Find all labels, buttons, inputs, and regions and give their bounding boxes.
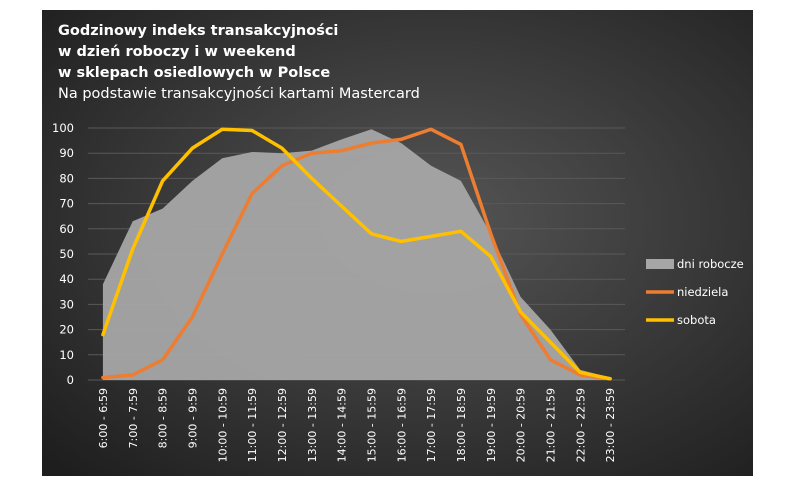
series-line-niedziela	[101, 127, 612, 381]
x-tick-label: 14:00 - 14:59	[336, 388, 349, 462]
chart-title-line-2: w dzień roboczy i w weekend	[58, 44, 296, 60]
x-tick-label: 7:00 - 7:59	[127, 388, 140, 448]
series-line-layer	[101, 127, 612, 381]
y-tick-label: 0	[67, 373, 74, 387]
x-tick-label: 13:00 - 13:59	[306, 388, 319, 462]
chart-title-line-3: w sklepach osiedlowych w Polsce	[58, 65, 330, 81]
x-tick-label: 12:00 - 12:59	[276, 388, 289, 462]
y-tick-label: 50	[59, 247, 74, 261]
y-tick-label: 80	[59, 171, 74, 185]
x-tick-label: 20:00 - 20:59	[515, 388, 528, 462]
chart-title-line-1: Godzinowy indeks transakcyjności	[58, 23, 338, 39]
y-tick-label: 20	[59, 323, 74, 337]
x-tick-label: 6:00 - 6:59	[97, 388, 110, 448]
y-tick-label: 40	[59, 272, 74, 286]
x-tick-label: 18:00 - 18:59	[455, 388, 468, 462]
x-tick-label: 15:00 - 15:59	[365, 388, 378, 462]
y-tick-label: 100	[52, 121, 74, 135]
x-tick-label: 17:00 - 17:59	[425, 388, 438, 462]
series-area-layer	[102, 129, 611, 380]
x-tick-label: 23:00 - 23:59	[604, 388, 617, 462]
y-tick-label: 30	[59, 297, 74, 311]
x-tick-label: 21:00 - 21:59	[544, 388, 557, 462]
legend: dni robocze niedziela sobota	[646, 257, 744, 327]
x-tick-label: 16:00 - 16:59	[395, 388, 408, 462]
x-axis-ticks: 6:00 - 6:59 7:00 - 7:59 8:00 - 8:59 9:00 - …	[97, 388, 617, 462]
y-tick-label: 90	[59, 146, 74, 160]
legend-label: niedziela	[677, 285, 728, 299]
x-tick-label: 8:00 - 8:59	[157, 388, 170, 448]
y-tick-label: 60	[59, 222, 74, 236]
x-tick-label: 9:00 - 9:59	[186, 388, 199, 448]
legend-label: sobota	[677, 313, 716, 327]
y-tick-label: 10	[59, 348, 74, 362]
series-line-sobota	[101, 127, 612, 381]
x-tick-label: 22:00 - 22:59	[574, 388, 587, 462]
x-tick-label: 19:00 - 19:59	[485, 388, 498, 462]
series-area-dni-robocze	[102, 129, 611, 380]
chart-svg: Godzinowy indeks transakcyjności w dzień…	[42, 10, 753, 476]
chart-subtitle: Na podstawie transakcyjności kartami Mas…	[58, 86, 420, 102]
legend-swatch	[646, 259, 674, 269]
x-tick-label: 11:00 - 11:59	[246, 388, 259, 462]
legend-label: dni robocze	[677, 257, 744, 271]
y-axis-ticks: 0 10 20 30 40 50 60 70 80 90 100	[52, 121, 74, 387]
chart-container: Godzinowy indeks transakcyjności w dzień…	[42, 10, 753, 476]
y-tick-label: 70	[59, 197, 74, 211]
x-tick-label: 10:00 - 10:59	[216, 388, 229, 462]
